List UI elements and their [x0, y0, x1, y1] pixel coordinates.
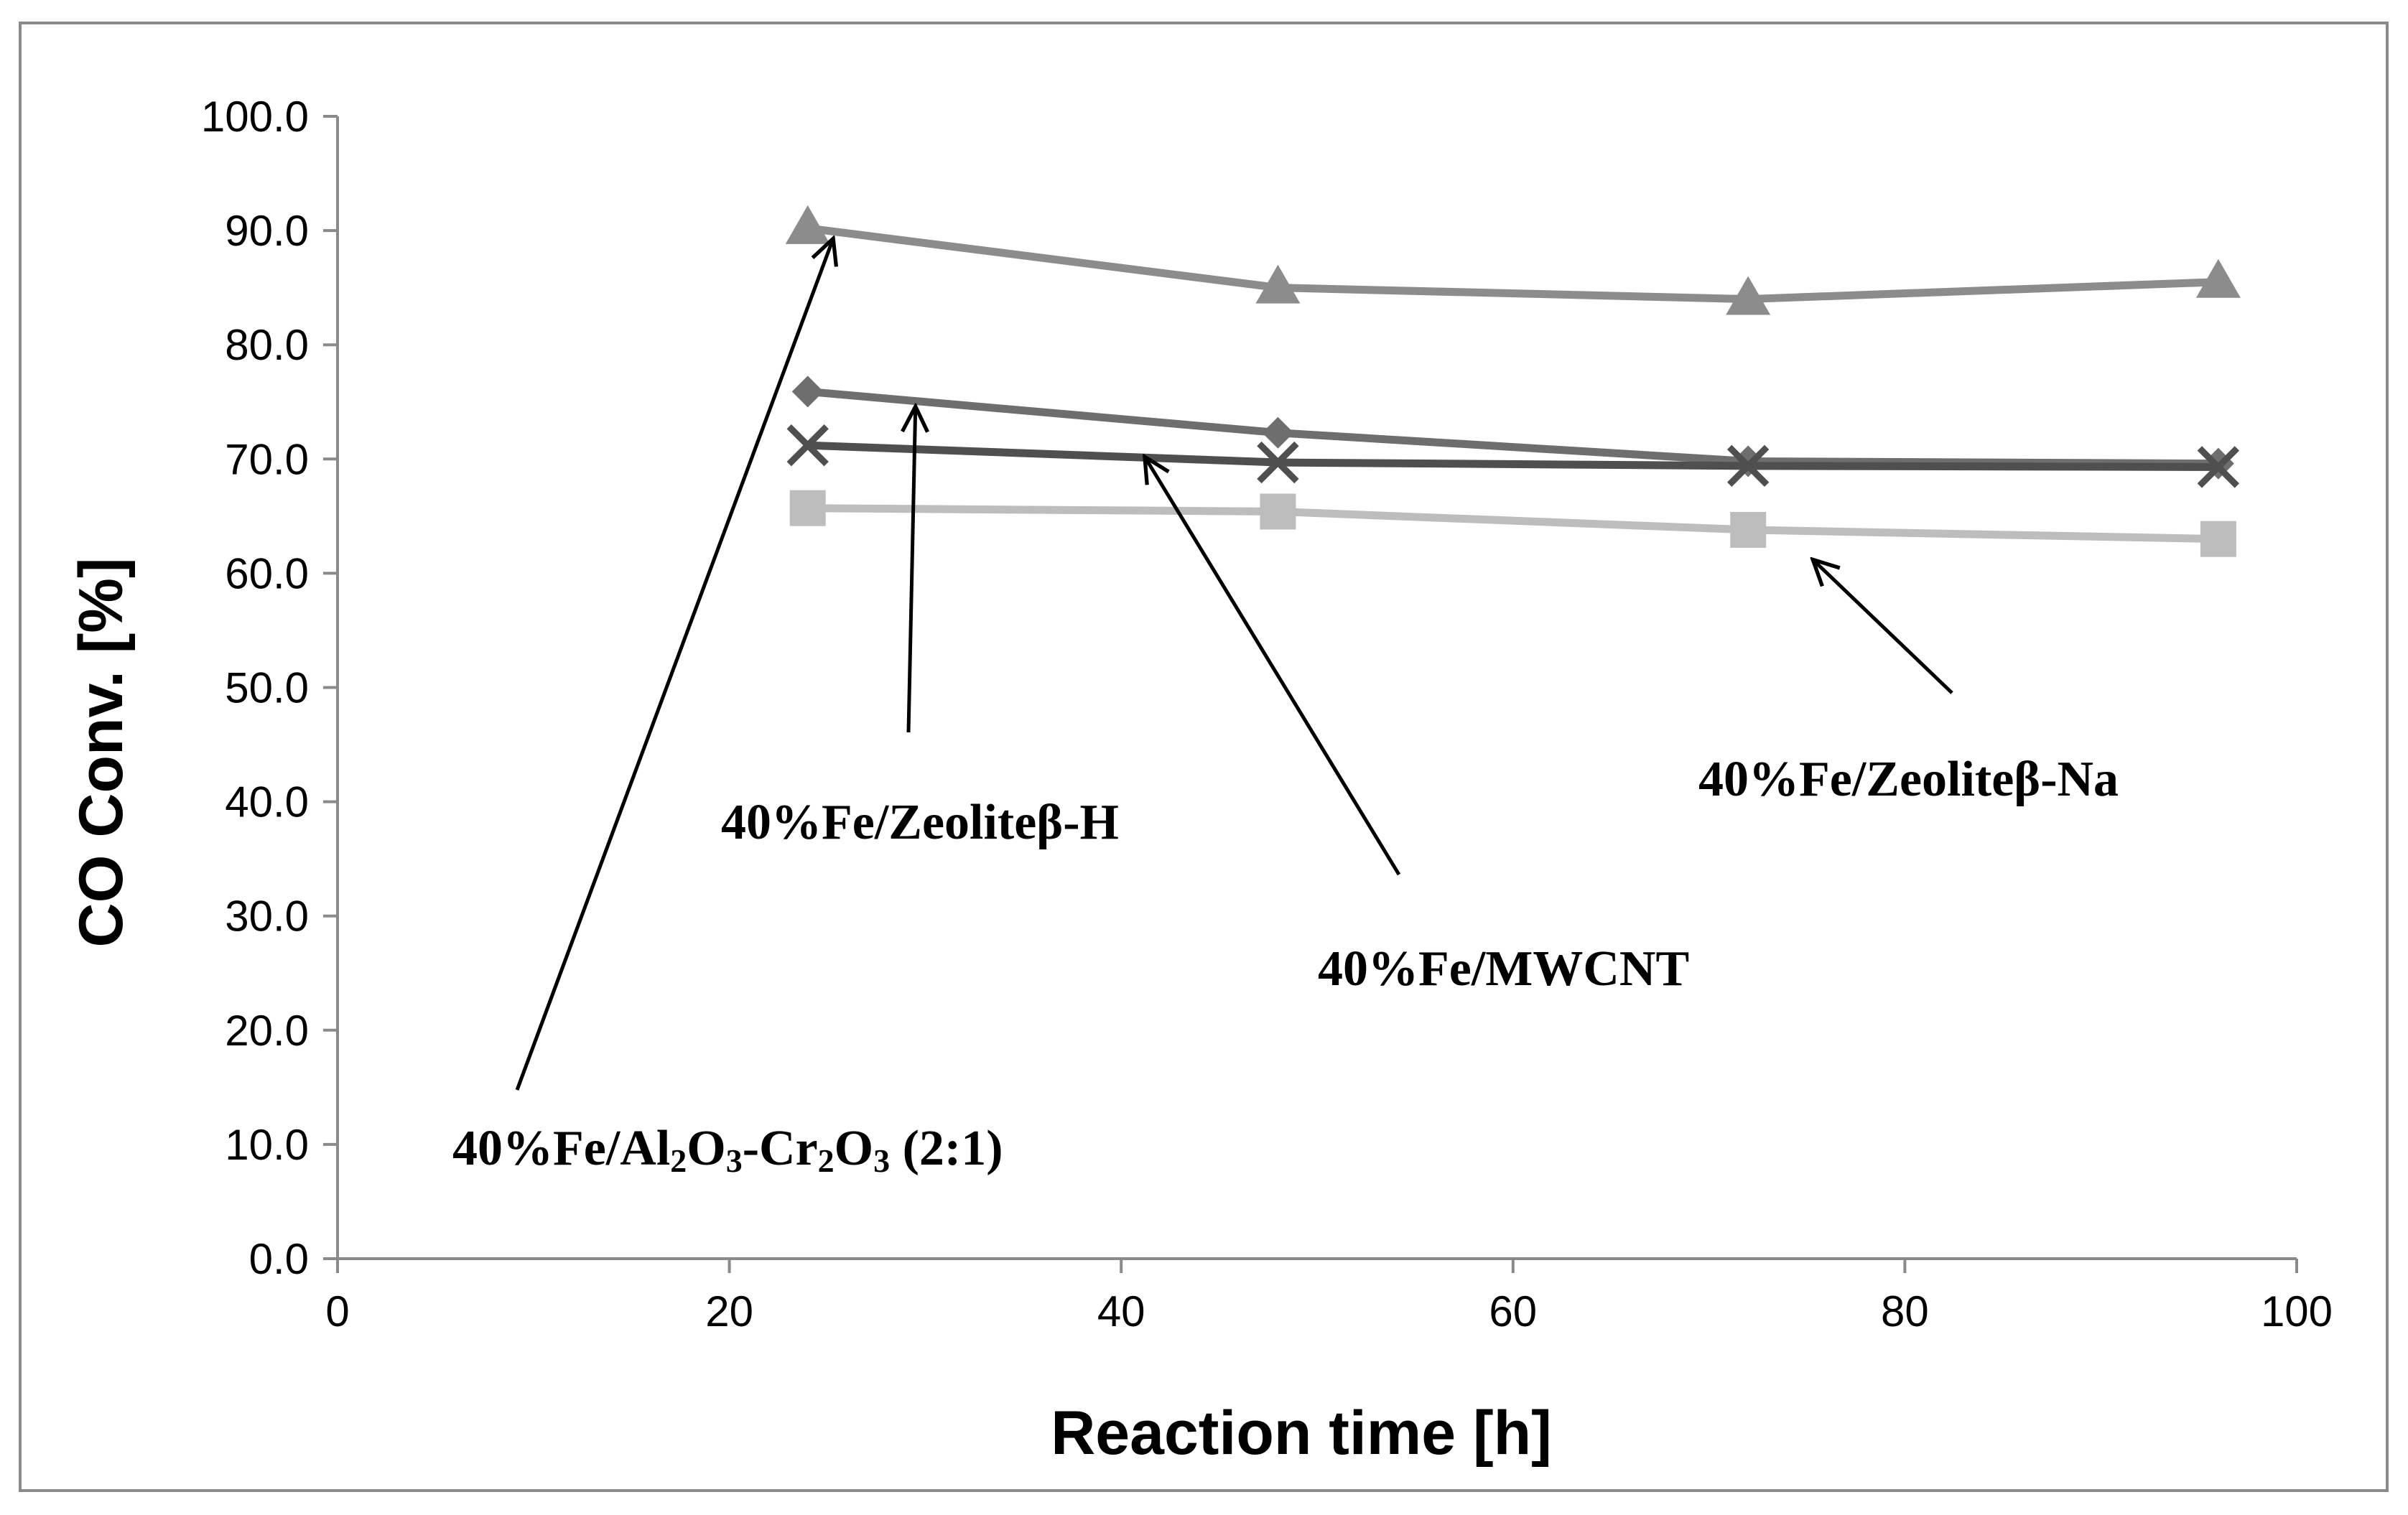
y-tick-label: 60.0 [225, 549, 309, 597]
subscript: 2 [670, 1142, 687, 1179]
x-axis-title: Reaction time [h] [1051, 1399, 1552, 1468]
label-text: -Cr [743, 1121, 818, 1176]
data-point-triangle [2195, 258, 2241, 298]
y-tick-label: 0.0 [249, 1235, 309, 1283]
series-line [807, 387, 2218, 468]
data-point-cross [1726, 444, 1770, 488]
data-point-cross [786, 424, 829, 467]
series-layer [785, 205, 2241, 557]
label-text: 40%Fe/Zeoliteβ-H [721, 795, 1119, 850]
subscript: 3 [873, 1142, 890, 1179]
chart-frame [19, 22, 2389, 1492]
annotation-arrow [908, 406, 916, 733]
data-point-square [1730, 511, 1767, 548]
annotation-label: 40%Fe/MWCNT [1318, 941, 1689, 997]
y-tick-label: 90.0 [225, 207, 309, 255]
annotation-arrow [1813, 559, 1953, 694]
subscript: 3 [726, 1142, 743, 1179]
y-axis-title: CO Conv. [%] [67, 557, 136, 947]
axes: 0.0 10.0 20.0 30.0 40.0 50.0 60.0 70.0 80.0 90.0 1… [201, 93, 2333, 1335]
data-point-diamond [1262, 416, 1294, 449]
label-text: (2:1) [890, 1121, 1003, 1176]
annotation-arrow [1145, 457, 1401, 876]
series-line [807, 504, 2218, 544]
series-40-fe-al2o3-cr2o3-2-1 [785, 205, 2241, 315]
series-40-fe-mwcnt [786, 424, 2240, 488]
y-tick-label: 40.0 [225, 778, 309, 826]
y-tick-label: 50.0 [225, 664, 309, 712]
x-tick-label: 20 [705, 1287, 753, 1335]
series-line [807, 441, 2218, 471]
label-text: 40%Fe/Al [452, 1121, 670, 1176]
series-40-fe-zeolite-na [789, 490, 2236, 557]
x-tick-label: 80 [1881, 1287, 1929, 1335]
data-point-square [789, 490, 826, 526]
y-tick-label: 20.0 [225, 1007, 309, 1055]
y-tick-label: 70.0 [225, 435, 309, 483]
x-tick-label: 60 [1489, 1287, 1537, 1335]
label-text: 40%Fe/Zeoliteβ-Na [1698, 752, 2119, 807]
annotation-arrow [515, 238, 833, 1091]
data-point-diamond [791, 376, 824, 408]
series-line [807, 224, 2219, 304]
x-tick-label: 0 [325, 1287, 349, 1335]
data-point-square [2200, 521, 2236, 557]
annotations: 40%Fe/Al2O3-Cr2O3 (2:1)40%Fe/Zeoliteβ-H4… [452, 238, 2119, 1179]
annotation-label: 40%Fe/Al2O3-Cr2O3 (2:1) [452, 1121, 1003, 1179]
data-point-square [1260, 493, 1296, 530]
annotation-label: 40%Fe/Zeoliteβ-H [721, 795, 1119, 850]
y-tick-label: 10.0 [225, 1121, 309, 1169]
data-point-triangle [785, 205, 830, 244]
x-tick-label: 40 [1097, 1287, 1145, 1335]
data-point-triangle [1726, 276, 1771, 315]
data-point-cross [1257, 441, 1299, 484]
label-text: O [687, 1121, 725, 1176]
y-tick-label: 30.0 [225, 892, 309, 941]
y-tick-label: 100.0 [201, 93, 309, 141]
data-point-cross [2197, 446, 2240, 488]
label-text: 40%Fe/MWCNT [1318, 941, 1689, 997]
annotation-label: 40%Fe/Zeoliteβ-Na [1698, 752, 2119, 807]
label-text: O [835, 1121, 873, 1176]
subscript: 2 [818, 1142, 835, 1179]
data-point-triangle [1255, 264, 1301, 304]
x-tick-label: 100 [2261, 1287, 2333, 1335]
y-tick-label: 80.0 [225, 321, 309, 369]
